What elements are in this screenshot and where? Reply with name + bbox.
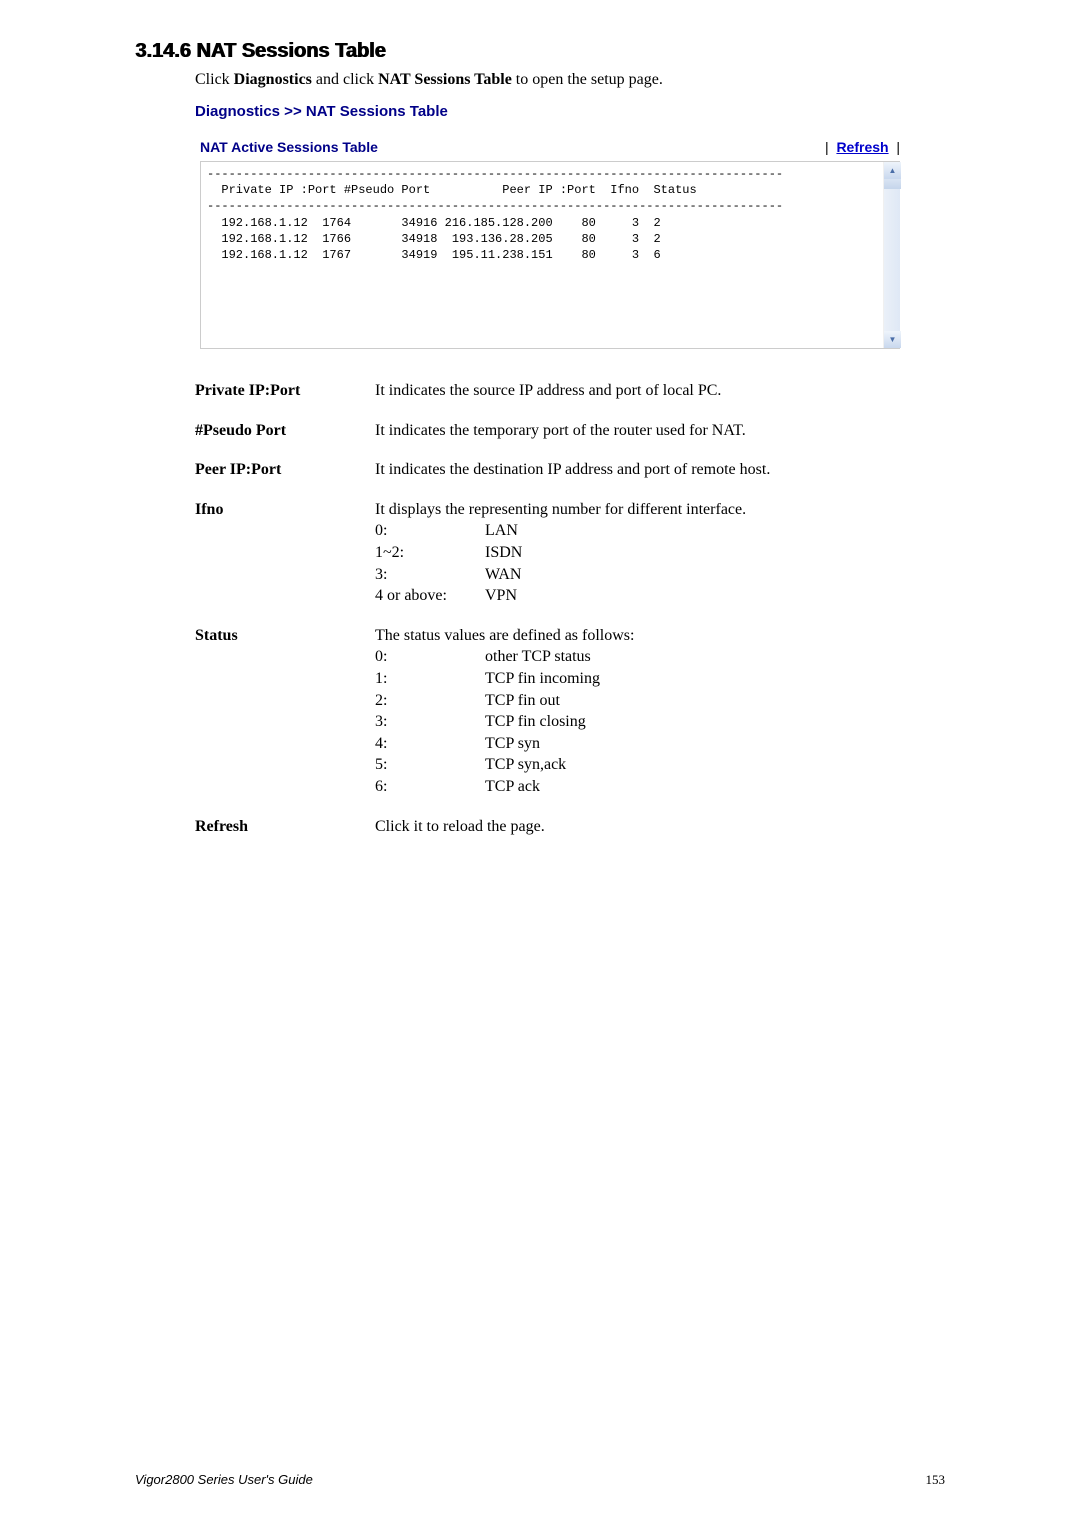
definition-subrow: 1~2:ISDN — [375, 542, 945, 564]
subrow-key: 0: — [375, 646, 485, 668]
definition-term: #Pseudo Port — [195, 420, 375, 442]
subrow-key: 1: — [375, 668, 485, 690]
definition-row: IfnoIt displays the representing number … — [195, 499, 945, 607]
subrow-value: TCP syn — [485, 733, 540, 755]
definition-line: It indicates the source IP address and p… — [375, 380, 945, 402]
intro-post: to open the setup page. — [512, 71, 663, 88]
definition-line: It indicates the destination IP address … — [375, 459, 945, 481]
definition-subrow: 6:TCP ack — [375, 776, 945, 798]
definition-value: It indicates the temporary port of the r… — [375, 420, 945, 442]
subrow-value: TCP fin out — [485, 690, 560, 712]
sessions-textarea: ----------------------------------------… — [200, 161, 900, 349]
subrow-value: WAN — [485, 564, 521, 586]
definition-subrow: 1:TCP fin incoming — [375, 668, 945, 690]
intro-b1: Diagnostics — [234, 71, 312, 88]
definition-subrow: 3:TCP fin closing — [375, 711, 945, 733]
sessions-text: ----------------------------------------… — [201, 162, 900, 348]
definition-subrow: 2:TCP fin out — [375, 690, 945, 712]
subrow-key: 3: — [375, 711, 485, 733]
definition-subrow: 0:other TCP status — [375, 646, 945, 668]
definition-value: It indicates the source IP address and p… — [375, 380, 945, 402]
subrow-value: LAN — [485, 520, 518, 542]
subrow-key: 1~2: — [375, 542, 485, 564]
scrollbar[interactable]: ▲ ▼ — [883, 162, 900, 348]
breadcrumb: Diagnostics >> NAT Sessions Table — [195, 103, 945, 120]
definition-term: Private IP:Port — [195, 380, 375, 402]
definition-row: Peer IP:PortIt indicates the destination… — [195, 459, 945, 481]
subrow-key: 4 or above: — [375, 585, 485, 607]
definition-value: It indicates the destination IP address … — [375, 459, 945, 481]
definition-list: Private IP:PortIt indicates the source I… — [195, 380, 945, 837]
definition-row: StatusThe status values are defined as f… — [195, 625, 945, 798]
definition-term: Status — [195, 625, 375, 798]
subrow-key: 0: — [375, 520, 485, 542]
subrow-key: 4: — [375, 733, 485, 755]
intro-b2: NAT Sessions Table — [378, 71, 512, 88]
footer-page-number: 153 — [926, 1472, 946, 1488]
definition-term: Ifno — [195, 499, 375, 607]
definition-line: It displays the representing number for … — [375, 499, 945, 521]
definition-subrow: 0:LAN — [375, 520, 945, 542]
definition-value: It displays the representing number for … — [375, 499, 945, 607]
subrow-key: 3: — [375, 564, 485, 586]
subrow-key: 2: — [375, 690, 485, 712]
definition-value: Click it to reload the page. — [375, 816, 945, 838]
definition-subrow: 4 or above:VPN — [375, 585, 945, 607]
subrow-key: 6: — [375, 776, 485, 798]
subrow-value: ISDN — [485, 542, 522, 564]
definition-term: Refresh — [195, 816, 375, 838]
intro-paragraph: Click Diagnostics and click NAT Sessions… — [195, 71, 945, 89]
definition-row: #Pseudo PortIt indicates the temporary p… — [195, 420, 945, 442]
subrow-value: TCP fin incoming — [485, 668, 600, 690]
intro-mid: and click — [312, 71, 378, 88]
subrow-value: other TCP status — [485, 646, 591, 668]
subrow-key: 5: — [375, 754, 485, 776]
refresh-wrap: | Refresh | — [825, 139, 900, 155]
definition-value: The status values are defined as follows… — [375, 625, 945, 798]
intro-pre: Click — [195, 71, 234, 88]
subrow-value: TCP syn,ack — [485, 754, 566, 776]
screenshot-title-row: NAT Active Sessions Table | Refresh | — [196, 137, 904, 161]
footer-guide: Vigor2800 Series User's Guide — [135, 1472, 313, 1488]
subrow-value: TCP ack — [485, 776, 540, 798]
definition-line: Click it to reload the page. — [375, 816, 945, 838]
scroll-down-icon[interactable]: ▼ — [884, 331, 901, 348]
page-footer: Vigor2800 Series User's Guide 153 — [135, 1472, 945, 1488]
subrow-value: TCP fin closing — [485, 711, 586, 733]
definition-line: It indicates the temporary port of the r… — [375, 420, 945, 442]
nat-sessions-screenshot: NAT Active Sessions Table | Refresh | --… — [195, 136, 905, 350]
definition-line: The status values are defined as follows… — [375, 625, 945, 647]
subrow-value: VPN — [485, 585, 517, 607]
scrollbar-thumb[interactable] — [884, 179, 901, 189]
section-heading: 3.14.6 NAT Sessions Table — [135, 40, 945, 63]
definition-subrow: 4:TCP syn — [375, 733, 945, 755]
definition-term: Peer IP:Port — [195, 459, 375, 481]
definition-row: RefreshClick it to reload the page. — [195, 816, 945, 838]
refresh-link[interactable]: Refresh — [836, 139, 888, 155]
definition-subrow: 3:WAN — [375, 564, 945, 586]
screenshot-title: NAT Active Sessions Table — [200, 139, 378, 155]
scroll-up-icon[interactable]: ▲ — [884, 162, 901, 179]
definition-subrow: 5:TCP syn,ack — [375, 754, 945, 776]
definition-row: Private IP:PortIt indicates the source I… — [195, 380, 945, 402]
